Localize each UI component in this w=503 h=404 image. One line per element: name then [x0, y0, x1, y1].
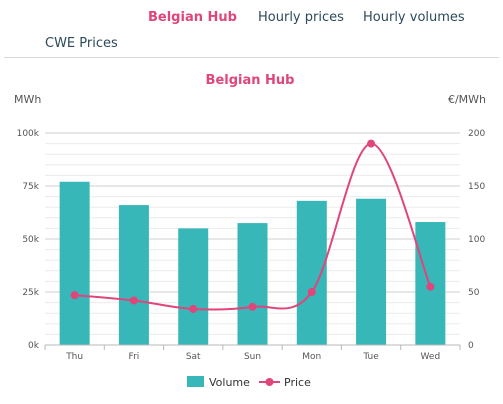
legend: Volume Price — [187, 376, 311, 389]
y-axis-right-label: €/MWh — [448, 93, 486, 106]
tab-belgian-hub[interactable]: Belgian Hub — [148, 10, 237, 25]
x-tick-label: Sun — [244, 352, 261, 362]
tab-hourly-volumes[interactable]: Hourly volumes — [363, 10, 465, 25]
y-left-tick-label: 100k — [17, 129, 40, 139]
x-tick-label: Fri — [129, 352, 140, 362]
x-tick-label: Wed — [421, 352, 441, 362]
legend-volume-label[interactable]: Volume — [209, 376, 250, 389]
price-line — [74, 142, 432, 311]
x-tick-label: Sat — [186, 352, 201, 362]
legend-price-marker — [265, 378, 274, 386]
volume-bar — [356, 198, 387, 345]
legend-price-label[interactable]: Price — [284, 376, 311, 389]
price-marker — [307, 288, 316, 296]
y-right-tick-label: 150 — [468, 182, 485, 192]
chart-title: Belgian Hub — [206, 73, 295, 88]
price-marker — [129, 296, 138, 305]
y-right-tick-label: 50 — [468, 288, 480, 298]
y-axis-left-label: MWh — [14, 93, 41, 106]
y-right-tick-label: 0 — [468, 341, 474, 351]
price-line-group — [70, 139, 435, 313]
price-marker — [367, 139, 376, 148]
legend-volume-swatch — [187, 376, 204, 387]
volume-bar — [59, 181, 90, 345]
y-left-tick-label: 0k — [28, 341, 40, 351]
tab-cwe-prices[interactable]: CWE Prices — [45, 36, 118, 51]
volume-bar — [178, 228, 209, 345]
volume-bar — [118, 205, 149, 345]
price-marker — [70, 291, 79, 300]
x-tick-label: Mon — [302, 352, 321, 362]
x-tick-label: Tue — [362, 352, 379, 362]
tabs-divider — [4, 57, 499, 58]
tab-hourly-prices[interactable]: Hourly prices — [258, 10, 344, 25]
x-tick-label: Thu — [65, 352, 83, 362]
volume-bar — [296, 200, 327, 345]
price-marker — [426, 282, 435, 291]
y-left-tick-label: 50k — [22, 235, 39, 245]
volume-bar — [237, 223, 268, 345]
y-left-tick-label: 75k — [22, 182, 39, 192]
price-marker — [189, 304, 198, 313]
y-right-tick-label: 100 — [468, 235, 485, 245]
price-marker — [248, 302, 257, 311]
y-left-tick-label: 25k — [22, 288, 39, 298]
volume-bars — [59, 181, 446, 345]
y-right-tick-label: 200 — [468, 129, 485, 139]
tab-bar: Belgian Hub Hourly prices Hourly volumes… — [0, 0, 503, 58]
axes: 0k 25k 50k 75k 100k 0 50 100 150 200 Thu Fri Sat Sun M… — [17, 129, 486, 362]
belgian-hub-chart: Belgian Hub MWh €/MWh 0k 25k 50k 75k 100k 0 50… — [14, 73, 486, 389]
